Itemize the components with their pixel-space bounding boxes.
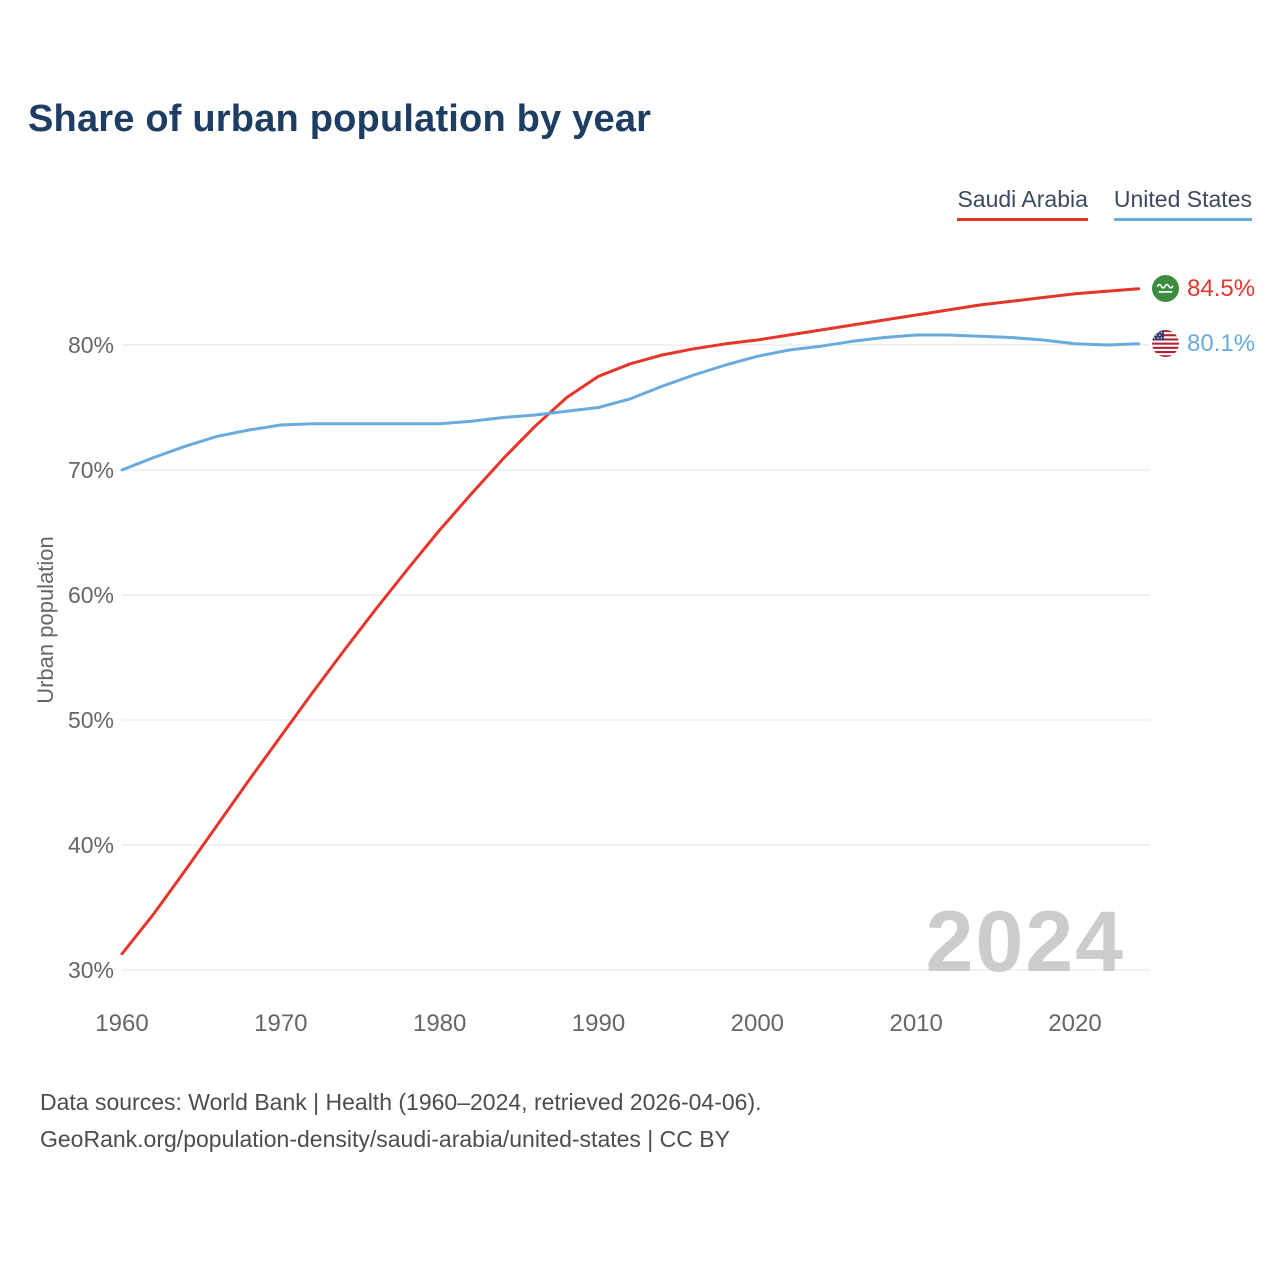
svg-text:1960: 1960 bbox=[95, 1010, 148, 1037]
svg-text:70%: 70% bbox=[68, 457, 114, 483]
svg-text:1980: 1980 bbox=[413, 1010, 466, 1037]
series-line-saudi-arabia bbox=[120, 287, 1140, 956]
footer-data-sources: Data sources: World Bank | Health (1960–… bbox=[40, 1089, 762, 1115]
united-states-flag-icon bbox=[1152, 330, 1179, 358]
svg-text:2000: 2000 bbox=[731, 1010, 784, 1037]
svg-text:60%: 60% bbox=[68, 582, 114, 608]
svg-text:1990: 1990 bbox=[572, 1010, 625, 1037]
watermark-year: 2024 bbox=[925, 894, 1125, 990]
y-tick-labels: 30% 40% 50% 60% 70% 80% bbox=[68, 332, 114, 983]
saudi-arabia-flag-icon bbox=[1152, 275, 1179, 303]
saudi-arabia-end-value: 84.5% bbox=[1187, 274, 1256, 302]
footer: Data sources: World Bank | Health (1960–… bbox=[40, 1084, 762, 1158]
chart-title: Share of urban population by year bbox=[28, 98, 652, 140]
x-tick-labels: 1960 1970 1980 1990 2000 2010 2020 bbox=[95, 1010, 1101, 1037]
svg-text:50%: 50% bbox=[68, 707, 114, 733]
legend-item-united-states[interactable]: United States bbox=[1113, 186, 1252, 221]
legend: Saudi Arabia United States bbox=[957, 186, 1252, 221]
series-line-united-states bbox=[120, 333, 1140, 472]
end-label-saudi-arabia: 84.5% bbox=[1152, 275, 1255, 303]
end-label-united-states: 80.1% bbox=[1152, 330, 1255, 358]
y-axis-title: Urban population bbox=[33, 536, 58, 704]
svg-text:40%: 40% bbox=[68, 832, 114, 858]
united-states-end-value: 80.1% bbox=[1187, 329, 1256, 357]
svg-text:30%: 30% bbox=[68, 957, 114, 983]
svg-text:2020: 2020 bbox=[1048, 1010, 1101, 1037]
legend-item-saudi-arabia[interactable]: Saudi Arabia bbox=[957, 186, 1088, 221]
svg-text:2010: 2010 bbox=[889, 1010, 942, 1037]
gridlines bbox=[122, 344, 1150, 971]
footer-attribution: GeoRank.org/population-density/saudi-ara… bbox=[40, 1126, 730, 1152]
svg-text:1970: 1970 bbox=[254, 1010, 307, 1037]
svg-text:80%: 80% bbox=[68, 332, 114, 358]
